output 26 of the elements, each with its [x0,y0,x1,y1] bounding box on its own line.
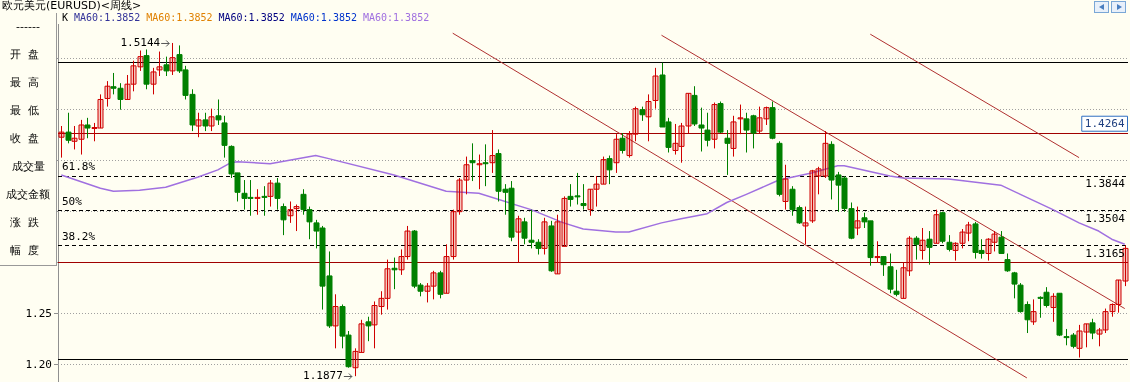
text: 幅度 [9,243,47,259]
y-tick-label: 1.20 [25,357,52,371]
text: 成交量 [10,159,46,175]
ref-line-label: 1.3844 [1085,177,1126,191]
text: ------ [15,19,41,35]
ref-line-label: 1.3504 [1085,212,1126,226]
text: MA60:1.3852 [218,12,285,23]
annotation: 1.5144 [120,35,161,49]
text: 收盘 [9,131,47,147]
text: MA60:1.3852 [362,12,430,23]
y-tick-label: 1.25 [25,306,52,320]
text: MA60:1.3852 [74,12,141,23]
ref-line-label: 1.4264 [1084,116,1125,130]
text: 涨跌 [9,215,47,231]
annotation: 61.8% [62,160,96,174]
annotation: 1.1877 [303,368,343,382]
chart-title: 欧元美元(EURUSD)<周线> [2,0,142,12]
text: 最高 [9,75,47,91]
text: MA60:1.3852 [290,12,357,23]
text: 成交金额 [5,187,51,203]
text: K [62,12,69,23]
annotation: 38.2% [62,229,96,243]
annotation: 50% [62,195,83,209]
text: 最低 [9,103,47,119]
text: MA60:1.3852 [146,12,213,23]
text: 开盘 [9,47,47,63]
